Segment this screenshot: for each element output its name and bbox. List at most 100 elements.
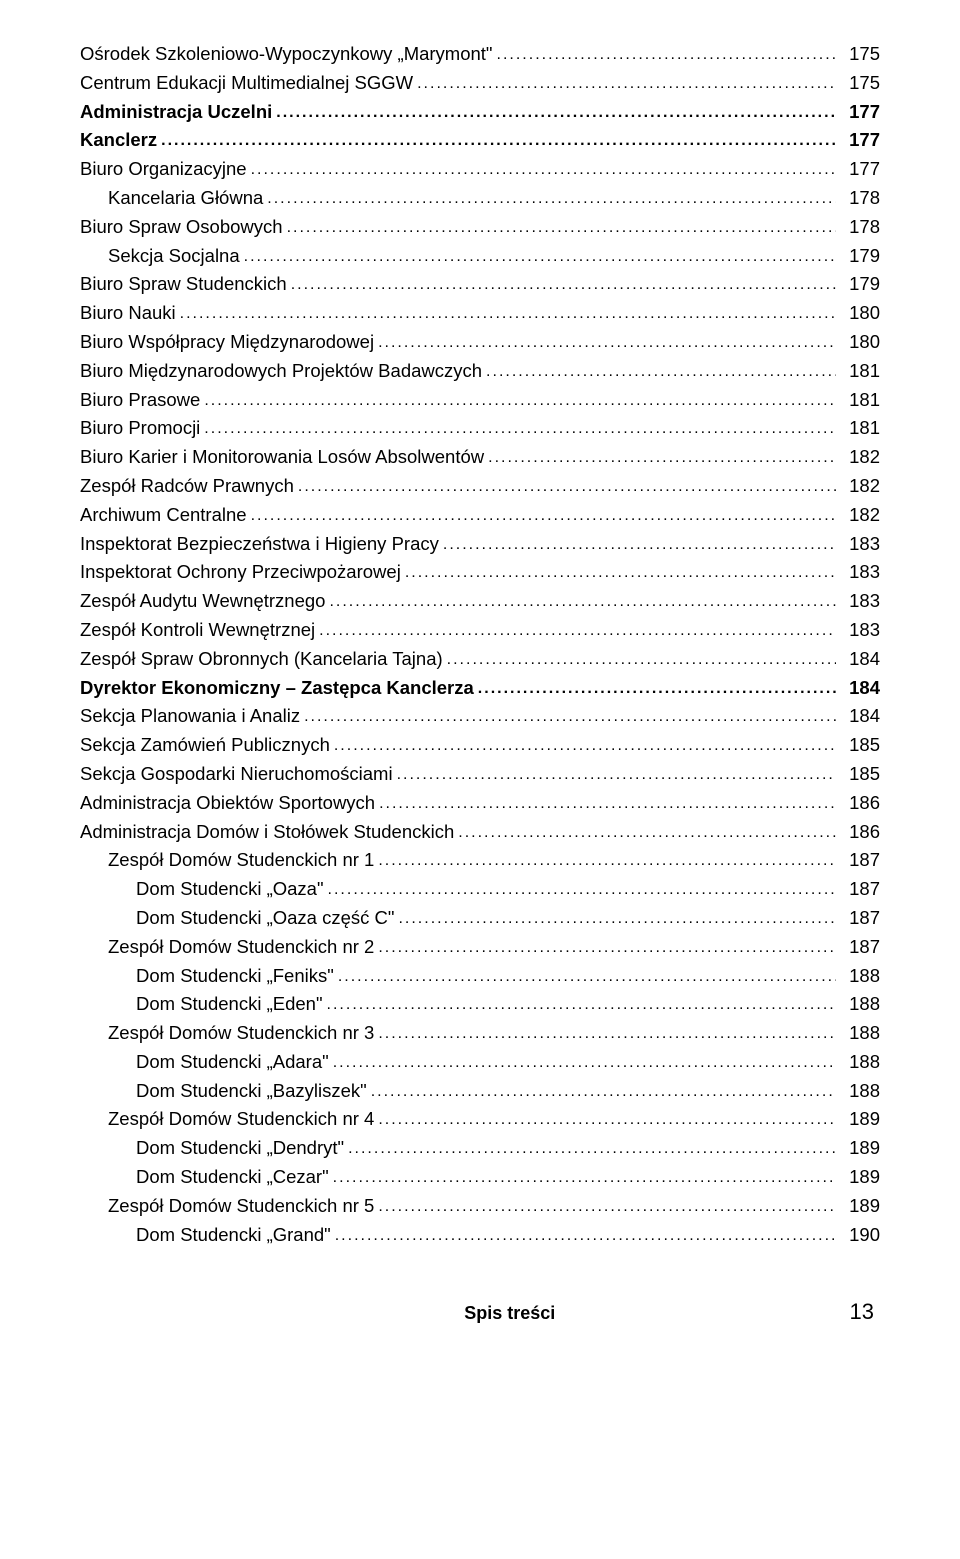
toc-entry-label: Dom Studencki „Cezar" — [136, 1163, 329, 1192]
toc-entry-page: 189 — [840, 1134, 880, 1163]
toc-leader-dots — [319, 616, 836, 645]
toc-entry-page: 183 — [840, 616, 880, 645]
toc-entry-label: Biuro Współpracy Międzynarodowej — [80, 328, 374, 357]
toc-entry: Zespół Radców Prawnych182 — [80, 472, 880, 501]
toc-entry: Zespół Domów Studenckich nr 4189 — [80, 1105, 880, 1134]
toc-entry: Zespół Domów Studenckich nr 3188 — [80, 1019, 880, 1048]
toc-entry: Biuro Promocji181 — [80, 414, 880, 443]
toc-entry-label: Centrum Edukacji Multimedialnej SGGW — [80, 69, 413, 98]
toc-entry: Dyrektor Ekonomiczny – Zastępca Kanclerz… — [80, 674, 880, 703]
toc-entry: Dom Studencki „Dendryt" 189 — [80, 1134, 880, 1163]
toc-leader-dots — [276, 98, 836, 127]
toc-entry-page: 189 — [840, 1105, 880, 1134]
toc-leader-dots — [378, 1019, 836, 1048]
toc-leader-dots — [378, 1192, 836, 1221]
toc-leader-dots — [378, 933, 836, 962]
toc-leader-dots — [180, 299, 836, 328]
toc-entry: Sekcja Zamówień Publicznych185 — [80, 731, 880, 760]
toc-leader-dots — [251, 501, 836, 530]
toc-entry-page: 189 — [840, 1163, 880, 1192]
toc-entry-page: 183 — [840, 558, 880, 587]
toc-entry-label: Biuro Promocji — [80, 414, 200, 443]
toc-leader-dots — [161, 126, 836, 155]
toc-entry-label: Dom Studencki „Feniks" — [136, 962, 334, 991]
toc-entry-page: 185 — [840, 760, 880, 789]
toc-entry-page: 188 — [840, 1019, 880, 1048]
toc-entry: Zespół Kontroli Wewnętrznej 183 — [80, 616, 880, 645]
toc-entry: Dom Studencki „Bazyliszek"188 — [80, 1077, 880, 1106]
toc-entry-label: Administracja Domów i Stołówek Studencki… — [80, 818, 454, 847]
toc-entry-page: 180 — [840, 328, 880, 357]
toc-entry-label: Sekcja Socjalna — [108, 242, 240, 271]
toc-entry: Kancelaria Główna178 — [80, 184, 880, 213]
toc-entry-page: 188 — [840, 962, 880, 991]
toc-entry-label: Zespół Domów Studenckich nr 1 — [108, 846, 374, 875]
toc-leader-dots — [204, 386, 836, 415]
toc-leader-dots — [298, 472, 836, 501]
toc-leader-dots — [398, 904, 836, 933]
toc-entry: Biuro Spraw Osobowych178 — [80, 213, 880, 242]
toc-entry-label: Zespół Domów Studenckich nr 2 — [108, 933, 374, 962]
toc-entry-label: Inspektorat Ochrony Przeciwpożarowej — [80, 558, 401, 587]
toc-leader-dots — [417, 69, 836, 98]
toc-entry-page: 183 — [840, 587, 880, 616]
toc-entry-page: 181 — [840, 386, 880, 415]
toc-entry-label: Biuro Karier i Monitorowania Losów Absol… — [80, 443, 484, 472]
toc-entry-page: 182 — [840, 472, 880, 501]
toc-entry-page: 179 — [840, 270, 880, 299]
toc-leader-dots — [329, 587, 836, 616]
toc-entry: Zespół Spraw Obronnych (Kancelaria Tajna… — [80, 645, 880, 674]
toc-entry: Dom Studencki „Feniks" 188 — [80, 962, 880, 991]
toc-entry-label: Dom Studencki „Eden" — [136, 990, 323, 1019]
toc-entry: Zespół Domów Studenckich nr 1187 — [80, 846, 880, 875]
toc-entry-label: Biuro Prasowe — [80, 386, 200, 415]
toc-leader-dots — [405, 558, 836, 587]
toc-entry-page: 175 — [840, 69, 880, 98]
toc-leader-dots — [333, 1163, 836, 1192]
toc-entry-label: Sekcja Gospodarki Nieruchomościami — [80, 760, 393, 789]
toc-entry-label: Biuro Organizacyjne — [80, 155, 247, 184]
toc-leader-dots — [333, 1048, 836, 1077]
toc-entry-label: Dom Studencki „Oaza część C" — [136, 904, 394, 933]
toc-entry-label: Biuro Spraw Osobowych — [80, 213, 283, 242]
toc-entry-label: Kanclerz — [80, 126, 157, 155]
toc-entry-label: Dom Studencki „Oaza" — [136, 875, 324, 904]
toc-entry-page: 188 — [840, 1077, 880, 1106]
toc-entry-label: Administracja Obiektów Sportowych — [80, 789, 375, 818]
toc-entry-page: 178 — [840, 184, 880, 213]
toc-entry-label: Zespół Domów Studenckich nr 5 — [108, 1192, 374, 1221]
toc-leader-dots — [447, 645, 836, 674]
toc-entry-label: Administracja Uczelni — [80, 98, 272, 127]
toc-leader-dots — [348, 1134, 836, 1163]
toc-entry-page: 186 — [840, 818, 880, 847]
toc-entry: Zespół Audytu Wewnętrznego 183 — [80, 587, 880, 616]
toc-leader-dots — [291, 270, 836, 299]
toc-entry: Biuro Karier i Monitorowania Losów Absol… — [80, 443, 880, 472]
toc-entry: Biuro Prasowe 181 — [80, 386, 880, 415]
toc-entry-label: Dyrektor Ekonomiczny – Zastępca Kanclerz… — [80, 674, 474, 703]
toc-entry: Ośrodek Szkoleniowo-Wypoczynkowy „Marymo… — [80, 40, 880, 69]
toc-leader-dots — [486, 357, 836, 386]
toc-entry: Biuro Współpracy Międzynarodowej 180 — [80, 328, 880, 357]
toc-leader-dots — [397, 760, 836, 789]
toc-entry: Dom Studencki „Oaza"187 — [80, 875, 880, 904]
toc-entry-label: Zespół Audytu Wewnętrznego — [80, 587, 325, 616]
toc-leader-dots — [327, 990, 836, 1019]
toc-entry-label: Dom Studencki „Dendryt" — [136, 1134, 344, 1163]
toc-entry: Sekcja Planowania i Analiz184 — [80, 702, 880, 731]
toc-entry-label: Biuro Nauki — [80, 299, 176, 328]
toc-entry-page: 179 — [840, 242, 880, 271]
toc-leader-dots — [488, 443, 836, 472]
toc-entry-page: 187 — [840, 933, 880, 962]
toc-entry-label: Zespół Spraw Obronnych (Kancelaria Tajna… — [80, 645, 443, 674]
toc-leader-dots — [378, 1105, 836, 1134]
toc-leader-dots — [458, 818, 836, 847]
toc-entry: Administracja Domów i Stołówek Studencki… — [80, 818, 880, 847]
toc-entry-page: 177 — [840, 98, 880, 127]
toc-entry: Biuro Spraw Studenckich 179 — [80, 270, 880, 299]
toc-entry-label: Zespół Kontroli Wewnętrznej — [80, 616, 315, 645]
toc-entry-page: 177 — [840, 126, 880, 155]
toc-leader-dots — [478, 674, 836, 703]
toc-entry-label: Biuro Spraw Studenckich — [80, 270, 287, 299]
toc-entry: Dom Studencki „Cezar" 189 — [80, 1163, 880, 1192]
